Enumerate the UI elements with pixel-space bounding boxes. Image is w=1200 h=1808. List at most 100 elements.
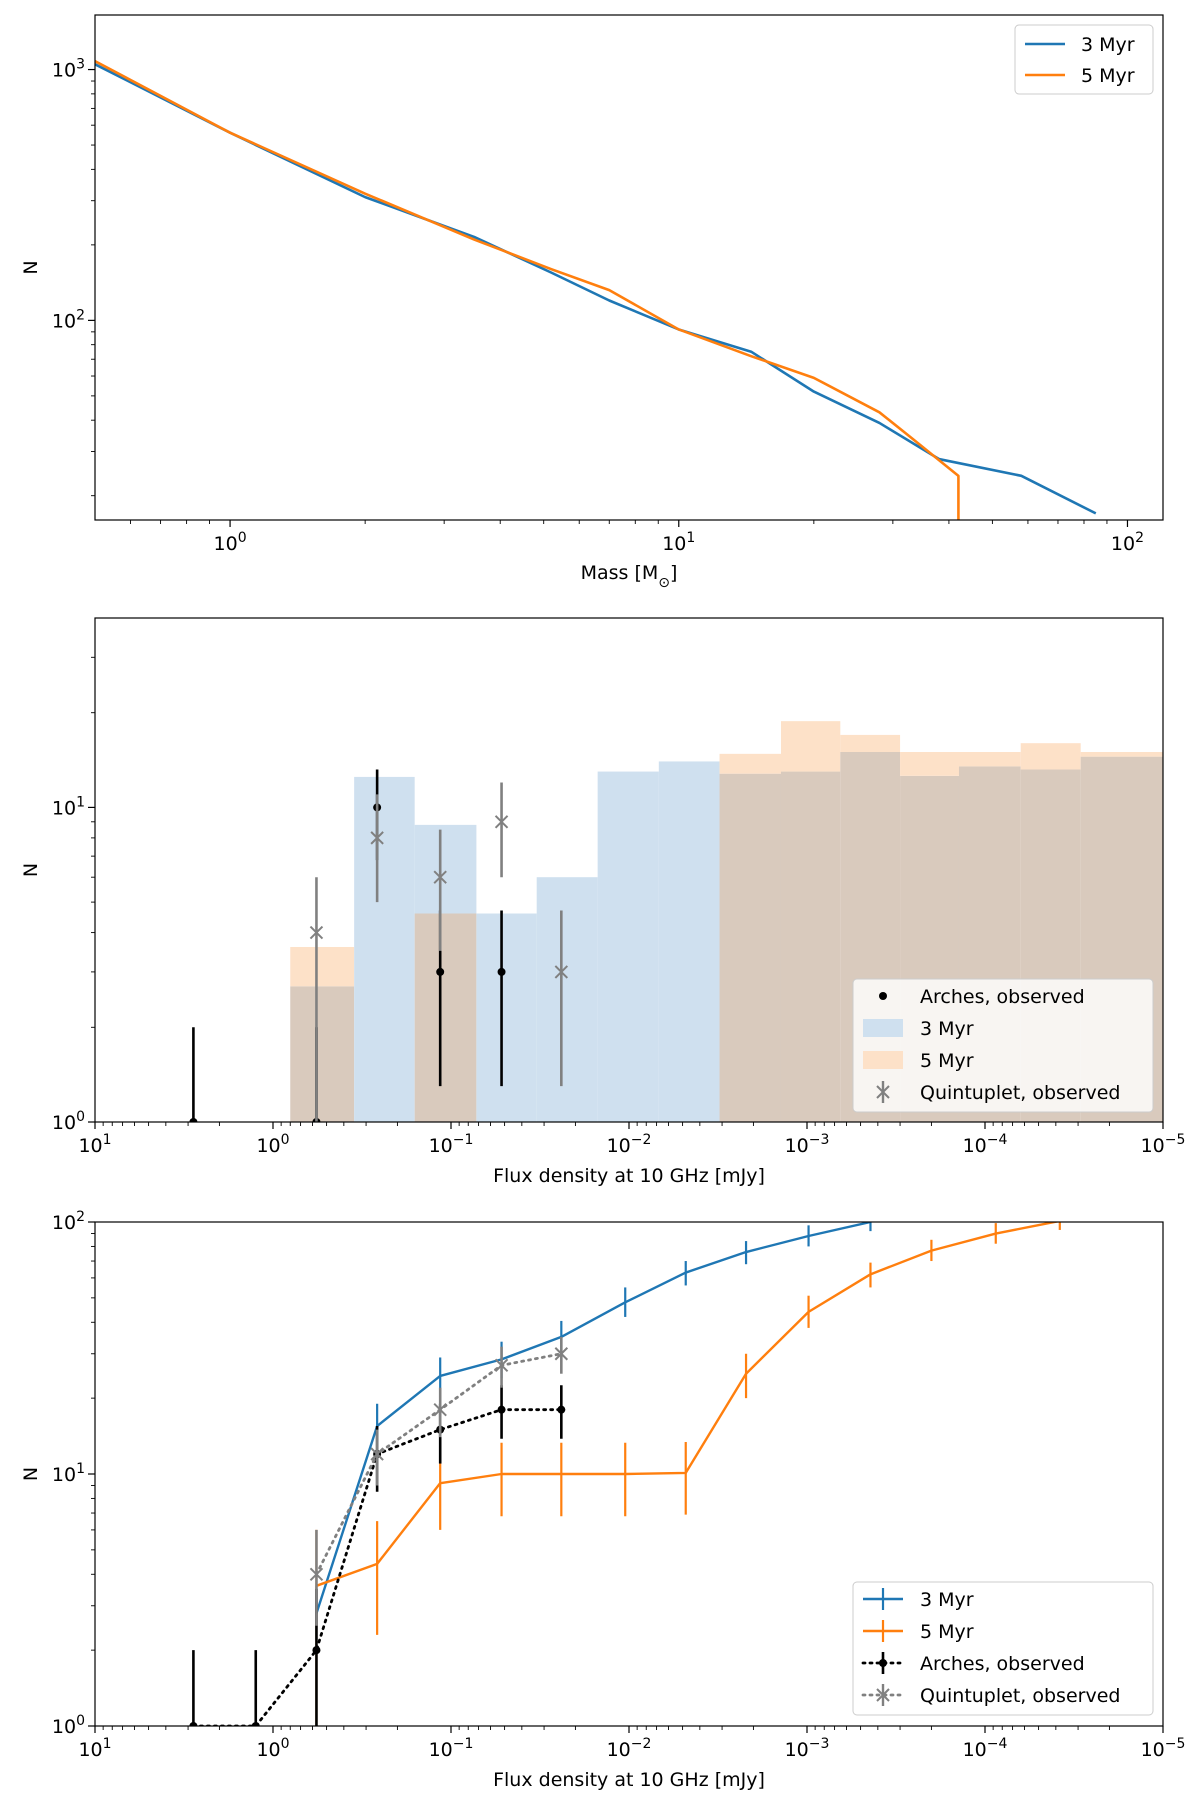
chart-3-legend-quintuplet-swatch [861,1684,905,1706]
chart-3-legend-arches-swatch [861,1652,905,1674]
chart-2-legend-label: Arches, observed [920,986,1085,1008]
chart-3-y-tick-label: 101 [52,1461,85,1486]
chart-3-series-3myr-line [315,1222,871,1614]
chart-2-legend-label: Quintuplet, observed [920,1082,1120,1104]
chart-3-x-tick-label: 101 [78,1736,111,1761]
chart-1-y-ticks: 102 103 [52,57,95,497]
chart-2-x-tick-label: 10−5 [1141,1132,1186,1157]
chart-2-bar-5myr [780,721,841,772]
chart-3-series-quintuplet-point [370,1447,384,1461]
chart-2-bar-3myr [536,877,598,1122]
chart-3-legend-label: 3 Myr [920,1589,974,1611]
chart-3-x-label: Flux density at 10 GHz [mJy] [493,1769,765,1791]
chart-1-legend-box [1014,24,1154,95]
chart-2-y-label: N [20,863,42,877]
chart-3-legend-box [852,1581,1154,1716]
chart-1-series-3myr-line [95,63,1097,515]
chart-1-legend-label: 5 Myr [1081,65,1135,87]
chart-3-series-quintuplet-line [315,1352,563,1576]
chart-3-legend-label: Quintuplet, observed [920,1685,1120,1707]
chart-2-quintuplet-point [433,870,447,884]
chart-2-arches-point [497,967,506,976]
chart-1-y-tick-label: 103 [52,57,85,82]
chart-2-arches-point [436,967,445,976]
chart-1-plot-area [95,60,1097,520]
chart-3-series-quintuplet-point [309,1567,324,1581]
chart-3-y-label: N [20,1467,42,1481]
chart-2-y-tick-label: 100 [52,1109,85,1134]
chart-2-bar-3myr [597,771,659,1122]
chart-1-x-ticks: 100 101 102 [130,520,1144,555]
chart-3-plot-area [189,1222,1061,1726]
chart-2-x-tick-label: 10−1 [429,1132,474,1157]
chart-2-bar-3myr [354,776,415,1122]
chart-2-legend-quintuplet-marker [876,1081,890,1103]
chart-3-x-tick-label: 10−3 [785,1736,830,1761]
chart-2-x-tick-label: 10−2 [607,1132,652,1157]
chart-2-bar-overlap [290,986,355,1122]
chart-1-x-tick-label: 102 [1111,530,1144,555]
chart-1-x-tick-label: 100 [214,530,247,555]
chart-3-series-arches-point [312,1646,321,1655]
chart-3-series-3myr [315,1222,872,1640]
chart-3-y-tick-label: 100 [52,1713,85,1738]
chart-2-bar-5myr [900,752,959,776]
chart-2-quintuplet-points [309,782,569,1122]
chart-2-bar-3myr [476,913,537,1122]
chart-1-axes-frame [94,14,1164,521]
chart-2-bar-overlap [719,773,781,1122]
chart-2-x-tick-label: 10−3 [785,1132,830,1157]
chart-1-x-tick-label: 101 [662,530,695,555]
chart-1-mass-function: 100 101 102 102 103 N Mass [M⊙] 3 Myr 5 Myr [20,14,1164,591]
chart-3-series-arches-point [497,1405,506,1414]
chart-2-bar-5myr [1020,743,1081,770]
chart-2-y-ticks: 100 101 [52,656,95,1134]
chart-2-arches-point [189,1118,198,1122]
chart-2-x-tick-label: 10−4 [963,1132,1008,1157]
chart-3-legend: 3 Myr 5 Myr Arches, observed Quintuplet, ob… [852,1581,1154,1716]
chart-2-quintuplet-point [554,965,569,979]
chart-2-quintuplet-point [309,925,324,940]
chart-1-x-label: Mass [M⊙] [581,562,678,591]
chart-3-series-quintuplet [309,1336,569,1626]
chart-2-x-label: Flux density at 10 GHz [mJy] [493,1165,765,1187]
chart-3-series-arches-point [189,1722,198,1726]
chart-3-legend-3myr-swatch [863,1588,903,1610]
chart-3-series-arches-point [557,1405,566,1414]
chart-3-legend-label: 5 Myr [920,1621,974,1643]
chart-1-legend: 3 Myr 5 Myr [1014,24,1154,95]
chart-3-series-arches-point [251,1722,260,1726]
chart-3-legend-5myr-swatch [863,1620,903,1642]
chart-2-legend-3myr-swatch [863,1019,903,1037]
chart-3-x-tick-label: 10−4 [963,1736,1008,1761]
chart-3-x-tick-label: 100 [256,1736,289,1761]
chart-2-bar-overlap [780,771,841,1122]
chart-2-legend-box [852,978,1154,1113]
chart-2-x-ticks: 101 100 10−1 10−2 10−3 10−4 10−5 [78,1122,1185,1157]
chart-3-y-ticks: 100 101 102 [52,1209,95,1738]
chart-3-series-5myr-line [316,1222,1061,1587]
chart-3-legend-label: Arches, observed [920,1653,1085,1675]
chart-2-legend: Arches, observed 3 Myr 5 Myr Quintuplet, ob… [852,978,1154,1113]
chart-2-bar-5myr [1080,752,1163,757]
chart-2-legend-label: 5 Myr [920,1050,974,1072]
chart-2-legend-5myr-swatch [863,1051,903,1069]
chart-2-bar-5myr [290,946,355,987]
chart-3-cumulative: 101 100 10−1 10−2 10−3 10−4 10−5100101102NFlux… [20,1209,1185,1791]
chart-3-x-tick-label: 10−5 [1141,1736,1186,1761]
chart-2-quintuplet-point [370,831,384,845]
chart-2-legend-arches-marker [879,992,887,1000]
chart-1-series-5myr-line [95,60,960,520]
chart-2-bar-5myr [719,753,781,774]
chart-3-x-tick-label: 10−2 [607,1736,652,1761]
chart-3-x-ticks: 101 100 10−1 10−2 10−3 10−4 10−5 [78,1726,1185,1761]
chart-2-bar-5myr [840,734,901,753]
chart-2-bar-3myr [414,824,477,914]
chart-2-x-tick-label: 101 [78,1132,111,1157]
chart-2-y-tick-label: 101 [52,794,85,819]
chart-3-y-tick-label: 102 [52,1209,85,1234]
chart-3-series-quintuplet-point [494,1358,509,1373]
chart-2-quintuplet-point [494,815,509,829]
chart-2-bar-3myr [658,761,720,1122]
